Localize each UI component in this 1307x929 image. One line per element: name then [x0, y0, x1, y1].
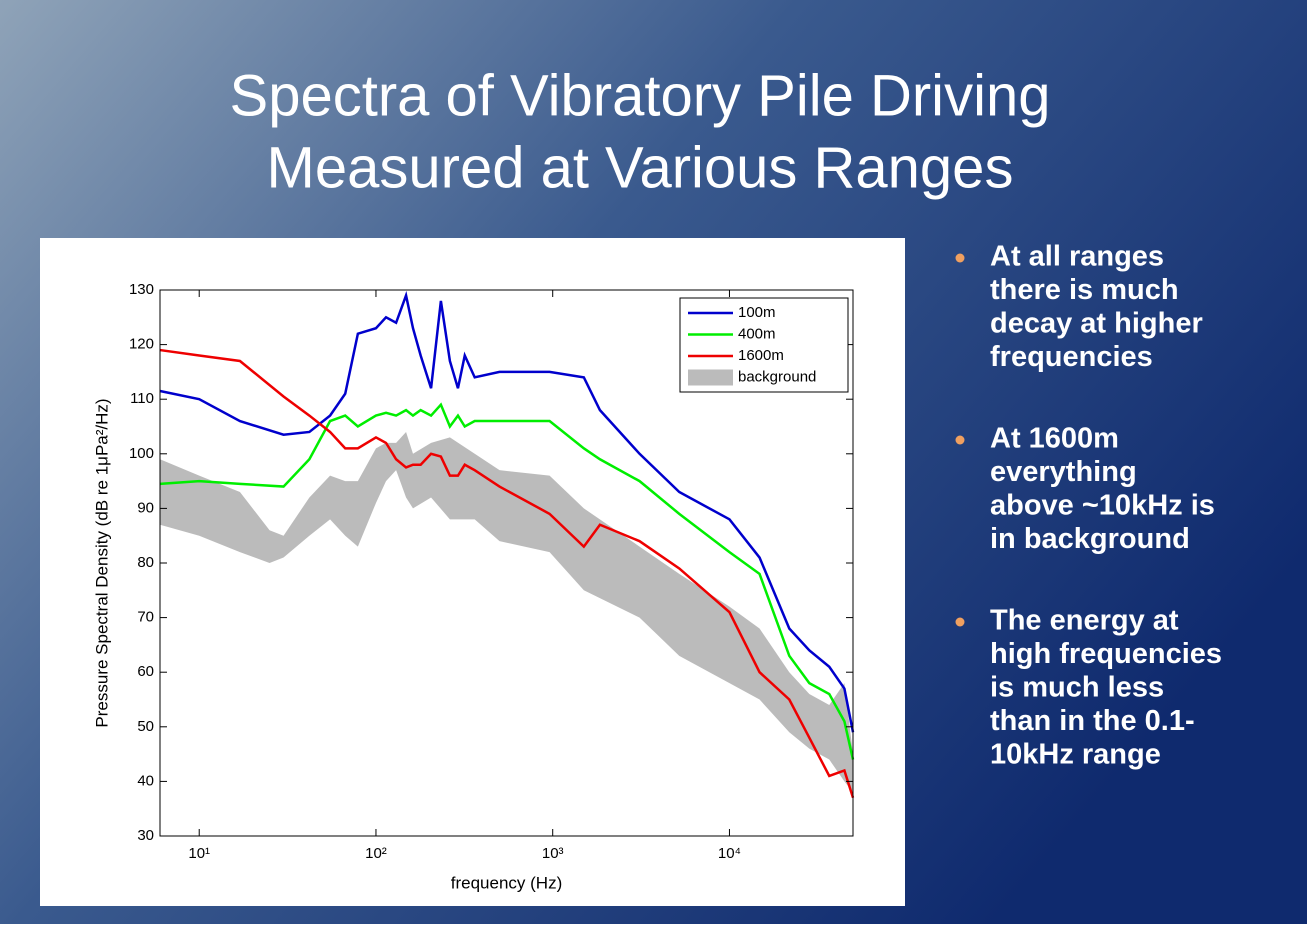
bullet-dot	[955, 617, 965, 627]
legend-label: 400m	[738, 325, 776, 342]
x-tick-label: 10⁴	[718, 845, 741, 862]
y-tick-label: 110	[130, 390, 154, 407]
y-tick-label: 90	[137, 499, 154, 516]
bullet-dot	[955, 435, 965, 445]
bullet-text: above ~10kHz is	[990, 490, 1215, 522]
legend-label: 1600m	[738, 347, 784, 364]
bullet-text: than in the 0.1-	[990, 705, 1195, 737]
y-tick-label: 80	[137, 554, 154, 571]
bullet-text: high frequencies	[990, 638, 1222, 670]
background-band	[160, 431, 853, 793]
bullet-dot	[955, 253, 965, 263]
bullet-text: in background	[990, 523, 1190, 555]
bullet-text: At 1600m	[990, 423, 1119, 455]
bullet-text: everything	[990, 456, 1137, 488]
bullet-text: there is much	[990, 274, 1179, 306]
y-tick-label: 70	[137, 609, 154, 626]
x-tick-label: 10²	[365, 845, 387, 862]
y-axis-label: Pressure Spectral Density (dB re 1μPa²/H…	[92, 398, 111, 727]
legend-swatch	[688, 369, 733, 386]
x-tick-label: 10¹	[188, 845, 210, 862]
y-tick-label: 130	[129, 281, 154, 298]
x-axis-label: frequency (Hz)	[451, 873, 562, 892]
y-tick-label: 50	[137, 718, 154, 735]
bullet-text: At all ranges	[990, 241, 1164, 273]
bullet-text: is much less	[990, 672, 1164, 704]
series-line	[159, 348, 855, 799]
bullet-text: decay at higher	[990, 308, 1203, 340]
y-tick-label: 100	[129, 445, 154, 462]
series-line	[159, 290, 855, 733]
y-tick-label: 120	[129, 336, 154, 353]
x-tick-label: 10³	[542, 845, 564, 862]
chart: 30 40 50 60 70 80 90 100 110 120 130 10¹ 10² 10³ 10⁴ fr…	[92, 281, 855, 892]
title-line: Measured at Various Ranges	[267, 135, 1014, 200]
legend-label: 100m	[738, 304, 776, 321]
y-tick-label: 60	[137, 663, 154, 680]
series-line	[159, 402, 855, 760]
bullet-text: 10kHz range	[990, 739, 1161, 771]
bullet-text: frequencies	[990, 341, 1153, 373]
title-line: Spectra of Vibratory Pile Driving	[230, 63, 1051, 128]
y-tick-label: 30	[137, 827, 154, 844]
bullet-text: The energy at	[990, 605, 1179, 637]
y-tick-label: 40	[137, 772, 154, 789]
legend-label: background	[738, 368, 816, 385]
